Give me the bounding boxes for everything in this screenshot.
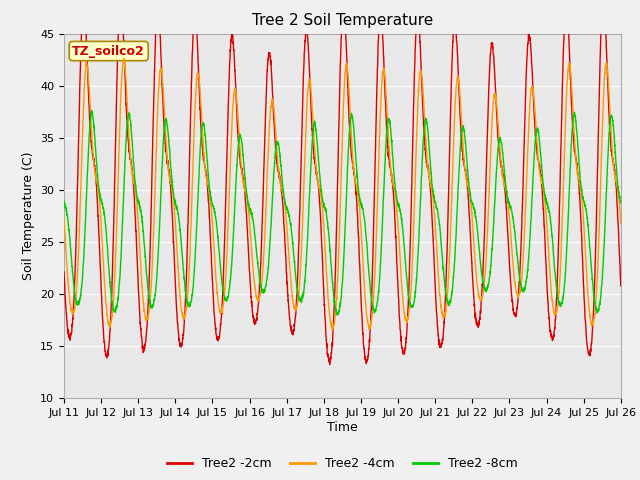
Y-axis label: Soil Temperature (C): Soil Temperature (C) (22, 152, 35, 280)
Legend: Tree2 -2cm, Tree2 -4cm, Tree2 -8cm: Tree2 -2cm, Tree2 -4cm, Tree2 -8cm (162, 452, 523, 475)
Title: Tree 2 Soil Temperature: Tree 2 Soil Temperature (252, 13, 433, 28)
Text: TZ_soilco2: TZ_soilco2 (72, 45, 145, 58)
X-axis label: Time: Time (327, 421, 358, 434)
